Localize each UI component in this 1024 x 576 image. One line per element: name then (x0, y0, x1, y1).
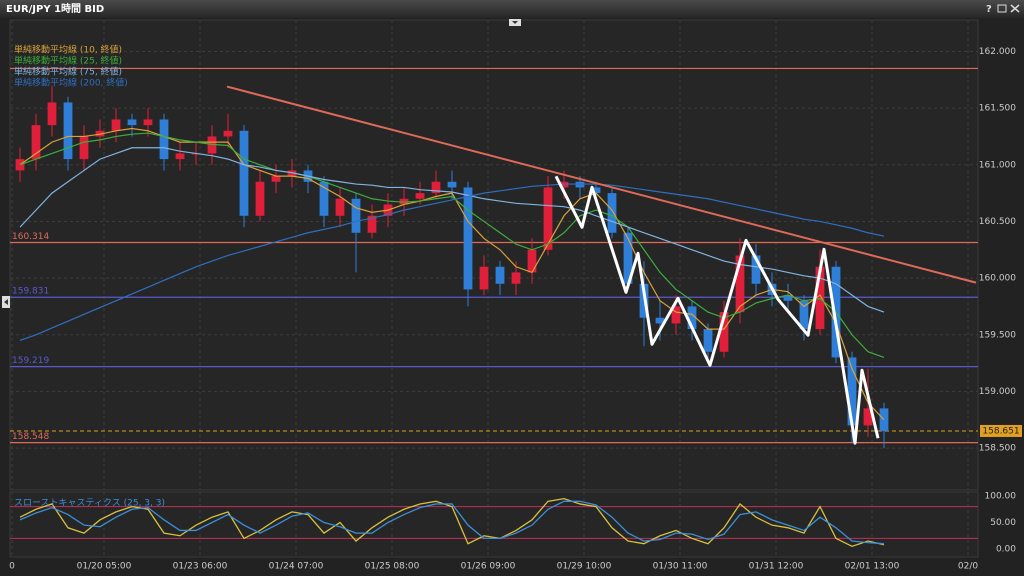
legend-entry: 単純移動平均線 (75, 終値) (14, 66, 122, 78)
level-label: 159.219 (12, 356, 49, 366)
candle-body (79, 136, 89, 160)
candle-body (607, 193, 617, 233)
y-tick-label: 160.500 (979, 217, 1016, 227)
y-tick-label: 162.000 (979, 47, 1016, 57)
y-tick-label: 160.000 (979, 274, 1016, 284)
level-label: 159.831 (12, 287, 49, 297)
candle-body (495, 266, 505, 284)
candle-body (367, 215, 377, 233)
candle-body (591, 187, 601, 194)
ma-line (19, 132, 885, 358)
candle-body (783, 295, 793, 301)
candle-body (127, 119, 137, 126)
candle-body (751, 255, 761, 284)
candle-body (799, 300, 809, 330)
candle-body (863, 408, 873, 426)
x-tick-label: 0 (9, 562, 15, 572)
candle-body (47, 102, 57, 126)
level-label: 158.548 (12, 432, 49, 442)
x-tick-label: 02/0 (958, 562, 978, 572)
last-price-box (980, 424, 1022, 437)
trendline (226, 85, 977, 284)
close-button[interactable] (1010, 4, 1020, 13)
candle-body (511, 272, 521, 284)
y-tick-label: 159.000 (979, 387, 1016, 397)
stoch-tick-label: 100.00 (985, 492, 1017, 502)
x-tick-label: 01/24 07:00 (269, 562, 324, 572)
ma-line (19, 183, 885, 341)
candle-body (415, 193, 425, 199)
candle-body (527, 249, 537, 273)
y-tick-label: 161.000 (979, 160, 1016, 170)
x-tick-label: 01/23 06:00 (173, 562, 228, 572)
candle-body (847, 357, 857, 426)
candle-body (687, 306, 697, 330)
candle-body (543, 187, 553, 250)
zigzag (554, 175, 880, 445)
title-bar (0, 0, 1024, 18)
candle-body (623, 232, 633, 284)
candle-body (351, 198, 361, 233)
legend-entry: 単純移動平均線 (200, 終値) (14, 77, 128, 89)
stoch-line (19, 500, 885, 545)
candle-body (447, 181, 457, 188)
stoch-line (19, 497, 885, 548)
candle-body (431, 181, 441, 194)
main-plot (9, 19, 979, 491)
x-tick-label: 01/20 05:00 (77, 562, 132, 572)
level-label: 160.314 (12, 232, 49, 242)
candle-body (223, 130, 233, 137)
y-tick-label: 158.500 (979, 444, 1016, 454)
stoch-title: スローストキャスティクス (25, 3, 3) (14, 498, 165, 509)
x-tick-label: 01/29 10:00 (557, 562, 612, 572)
candle-body (255, 181, 265, 216)
last-price-label: 158.651 (982, 426, 1019, 436)
candle-body (735, 255, 745, 313)
candle-body (143, 119, 153, 126)
candle-body (31, 125, 41, 160)
stoch-tick-label: 0.00 (996, 545, 1016, 555)
candle-body (335, 198, 345, 216)
candle-body (63, 102, 73, 160)
candle-body (271, 176, 281, 182)
x-tick-label: 01/25 08:00 (365, 562, 420, 572)
x-tick-label: 01/30 11:00 (653, 562, 708, 572)
window-title: EUR/JPY 1時間 BID (6, 2, 104, 15)
candle-body (175, 153, 185, 160)
maximize-button[interactable] (997, 4, 1007, 13)
x-tick-label: 01/26 09:00 (461, 562, 516, 572)
help-button[interactable]: ? (986, 4, 992, 15)
candle-body (479, 266, 489, 290)
candle-body (671, 306, 681, 324)
candle-body (111, 119, 121, 131)
candle-body (319, 181, 329, 216)
candle-body (719, 312, 729, 352)
y-tick-label: 161.500 (979, 104, 1016, 114)
legend-entry: 単純移動平均線 (25, 終値) (14, 55, 122, 67)
candle-body (703, 329, 713, 352)
candle-body (655, 317, 665, 324)
candle-body (463, 187, 473, 290)
side-arrow (4, 299, 8, 305)
x-tick-label: 02/01 13:00 (845, 562, 900, 572)
y-tick-label: 159.500 (979, 330, 1016, 340)
x-tick-label: 01/31 12:00 (749, 562, 804, 572)
stoch-tick-label: 50.00 (990, 518, 1016, 528)
candle-body (159, 119, 169, 160)
candle-body (239, 130, 249, 216)
legend-entry: 単純移動平均線 (10, 終値) (14, 44, 122, 56)
collapse-arrow (512, 21, 518, 24)
